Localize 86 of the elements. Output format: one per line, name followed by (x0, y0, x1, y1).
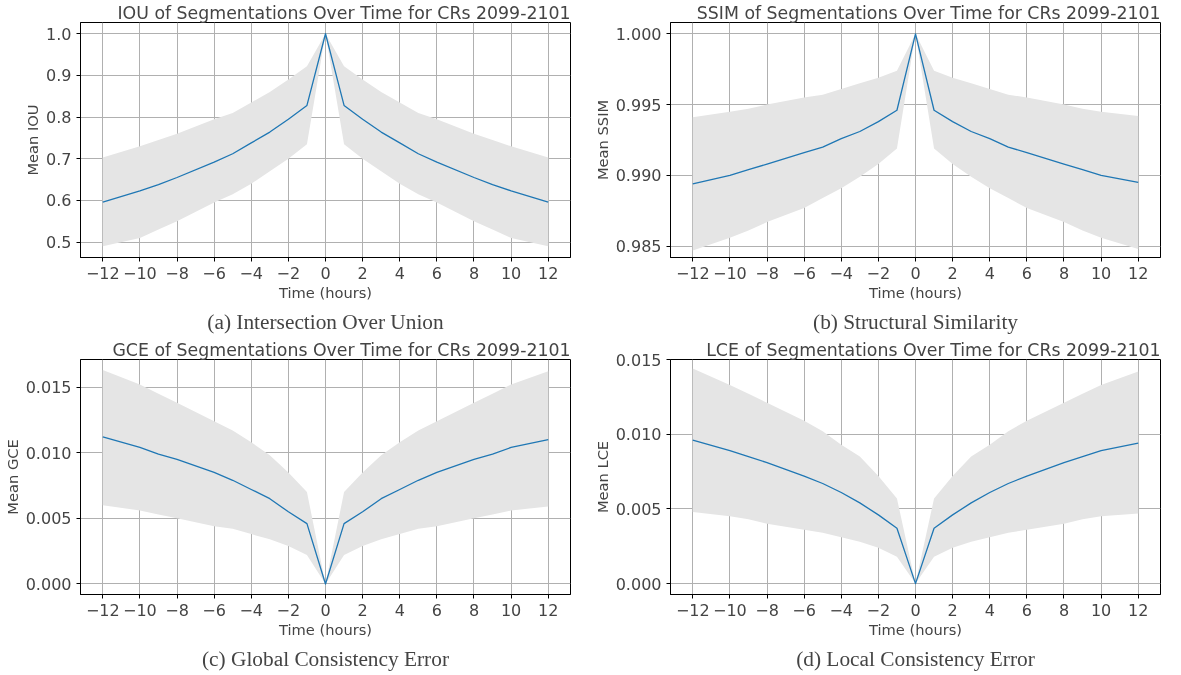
text: (c) Global Consistency Error (202, 646, 449, 671)
y-tick-label: 0.015 (615, 350, 662, 370)
x-axis-title: Time (hours) (867, 620, 963, 638)
x-tick-label: −2 (276, 263, 301, 283)
x-tick-label: 6 (431, 263, 442, 283)
x-tick-label: −6 (202, 600, 226, 620)
x-tick-label: 4 (394, 600, 405, 620)
chart-title: SSIM of Segmentations Over Time for CRs 2099-2101 (696, 2, 1161, 23)
y-tick-label: 0.010 (615, 425, 662, 445)
y-tick-label: 0.7 (46, 149, 72, 169)
x-tick-label: 8 (468, 263, 480, 283)
x-tick-label: 2 (947, 263, 958, 283)
x-tick-label: 10 (1090, 263, 1112, 283)
x-tick-label: −10 (123, 600, 157, 620)
x-tick-label: 0 (320, 263, 331, 283)
y-tick-label: 0.000 (25, 575, 72, 594)
y-tick-label: 0.9 (46, 66, 72, 86)
y-tick-label: 0.990 (615, 166, 662, 186)
x-tick-label: 4 (394, 263, 405, 283)
x-tick-label: 10 (1090, 600, 1112, 620)
x-tick-label: −12 (85, 600, 120, 620)
x-tick-label: −12 (675, 600, 710, 620)
y-axis-title: Mean LCE (593, 440, 611, 514)
y-tick-label: 0.010 (25, 443, 72, 463)
x-tick-label: 0 (320, 600, 331, 620)
y-tick-label: 0.6 (46, 191, 72, 211)
text: (b) Structural Similarity (813, 309, 1019, 334)
x-tick-label: 6 (1021, 263, 1032, 283)
y-axis-title: Mean SSIM (593, 99, 611, 181)
x-tick-label: −4 (239, 600, 264, 620)
x-tick-label: −4 (829, 263, 854, 283)
y-axis-title: Mean GCE (3, 439, 21, 515)
chart-title: IOU of Segmentations Over Time for CRs 2099-2101 (117, 2, 571, 23)
y-tick-label: 0.005 (25, 509, 72, 529)
x-tick-label: −4 (829, 600, 854, 620)
x-tick-label: 4 (984, 600, 995, 620)
x-tick-label: 8 (1058, 263, 1070, 283)
x-tick-label: −4 (239, 263, 264, 283)
x-tick-label: −10 (713, 600, 747, 620)
x-tick-label: −8 (165, 600, 189, 620)
x-tick-label: −12 (85, 263, 120, 283)
x-tick-label: 2 (947, 600, 958, 620)
x-tick-label: −6 (792, 263, 816, 283)
x-axis-title: Time (hours) (277, 620, 373, 638)
x-tick-label: −8 (755, 263, 779, 283)
y-axis-title: Mean IOU (24, 104, 42, 176)
y-tick-label: 0.005 (615, 499, 662, 519)
x-tick-label: 10 (500, 263, 522, 283)
x-tick-label: −2 (866, 263, 891, 283)
x-tick-label: 4 (984, 263, 995, 283)
x-tick-label: 12 (538, 600, 559, 620)
x-tick-label: 10 (500, 600, 522, 620)
x-tick-label: −12 (675, 263, 710, 283)
text: (a) Intersection Over Union (207, 309, 444, 334)
y-tick-label: 0.000 (615, 574, 662, 594)
x-tick-label: 2 (357, 263, 368, 283)
x-axis-title: Time (hours) (277, 283, 373, 301)
x-tick-label: 2 (357, 600, 368, 620)
x-tick-label: 6 (431, 600, 442, 620)
text: (d) Local Consistency Error (796, 646, 1035, 671)
y-tick-label: 1.0 (46, 24, 72, 44)
x-tick-label: 0 (910, 263, 921, 283)
x-tick-label: 12 (1128, 600, 1149, 620)
x-tick-label: 8 (468, 600, 480, 620)
x-tick-label: 0 (910, 600, 921, 620)
y-tick-label: 0.5 (46, 233, 72, 253)
y-tick-label: 0.015 (25, 378, 72, 398)
chart-title: GCE of Segmentations Over Time for CRs 2099-2101 (112, 339, 571, 360)
x-tick-label: 12 (538, 263, 559, 283)
x-tick-label: −6 (202, 263, 226, 283)
x-tick-label: 6 (1021, 600, 1032, 620)
x-tick-label: −6 (792, 600, 816, 620)
x-tick-label: −10 (123, 263, 157, 283)
chart-title: LCE of Segmentations Over Time for CRs 2099-2101 (706, 339, 1161, 360)
x-tick-label: 8 (1058, 600, 1070, 620)
x-tick-label: −10 (713, 263, 747, 283)
x-tick-label: −8 (165, 263, 189, 283)
x-tick-label: −2 (866, 600, 891, 620)
y-tick-label: 0.995 (615, 95, 662, 115)
y-tick-label: 0.8 (46, 108, 72, 128)
x-tick-label: −8 (755, 600, 779, 620)
y-tick-label: 1.000 (615, 24, 662, 44)
x-tick-label: 12 (1128, 263, 1149, 283)
y-tick-label: 0.985 (615, 237, 662, 257)
x-axis-title: Time (hours) (867, 283, 963, 301)
x-tick-label: −2 (276, 600, 301, 620)
